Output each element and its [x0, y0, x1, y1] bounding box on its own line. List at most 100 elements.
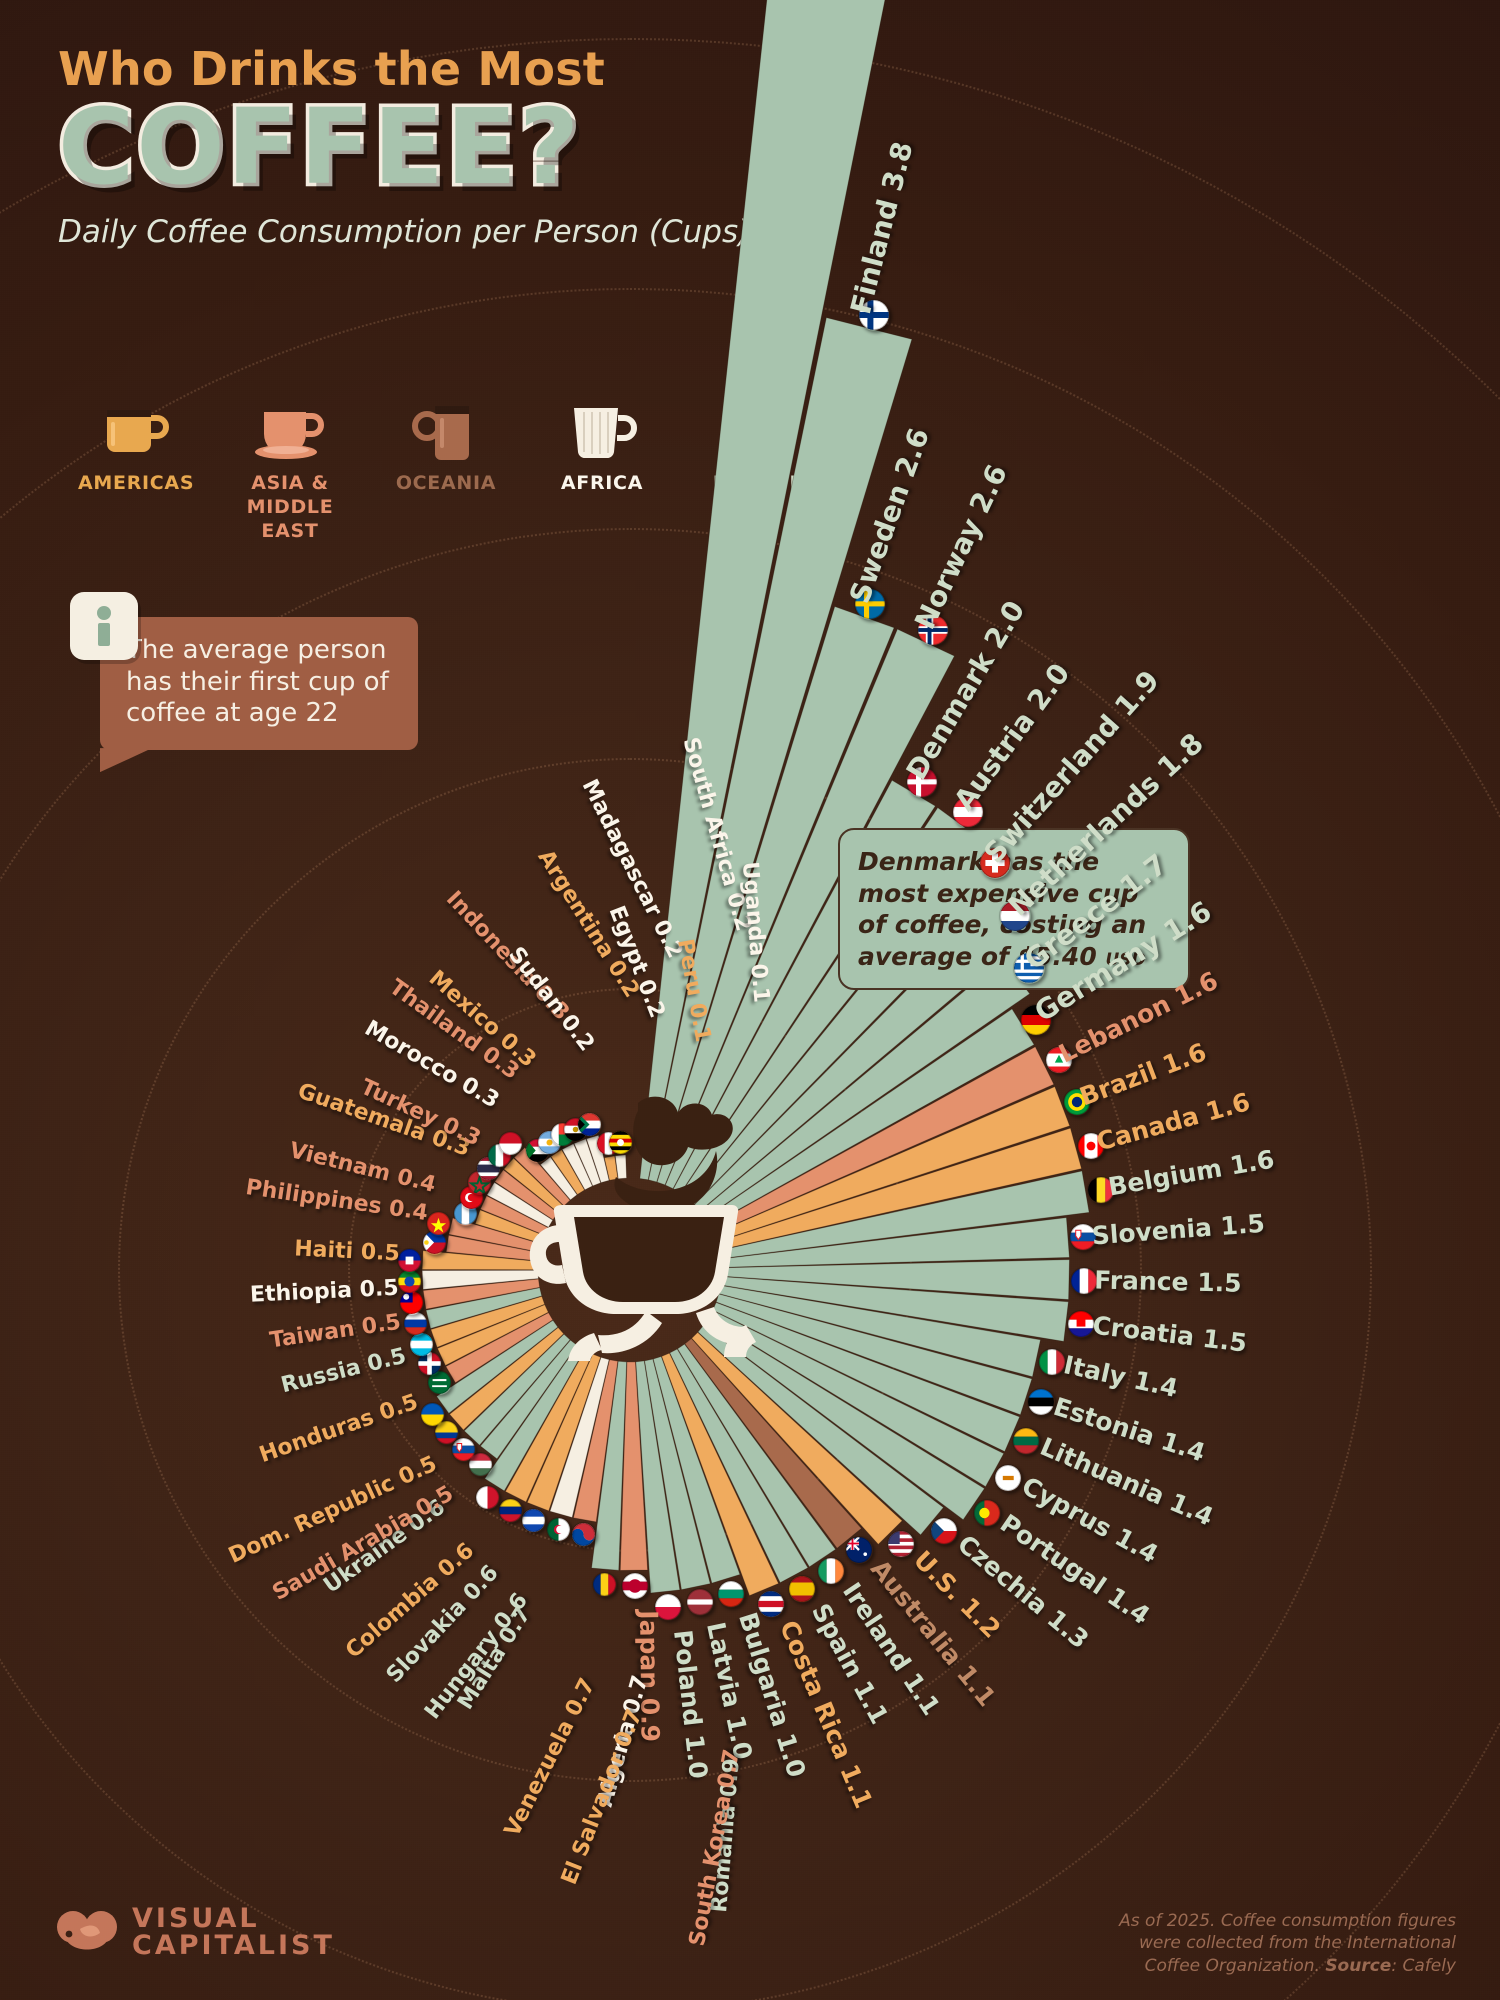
chart-wedge[interactable] — [684, 1337, 863, 1549]
striped-mug-icon — [546, 400, 658, 462]
chart-wedge[interactable] — [619, 1361, 648, 1571]
chart-wedge[interactable] — [436, 1319, 559, 1414]
country-flag-fr — [1070, 1266, 1099, 1295]
chart-wedge[interactable] — [550, 1149, 586, 1196]
country-flag-pl — [653, 1592, 682, 1621]
visual-capitalist-logo — [57, 1911, 117, 1950]
country-flag-es — [787, 1574, 816, 1603]
country-flag-pt — [972, 1499, 1001, 1528]
country-flag-lv — [685, 1587, 714, 1616]
country-flag-us — [887, 1529, 916, 1558]
chart-wedge[interactable] — [677, 1343, 837, 1568]
chart-wedge[interactable] — [591, 1360, 627, 1571]
chart-wedge[interactable] — [648, 317, 913, 1183]
legend-label: AMERICAS — [78, 472, 195, 494]
header: Who Drinks the Most COFFEE? Daily Coffee… — [55, 42, 818, 250]
chart-wedge[interactable] — [656, 605, 895, 1186]
chart-wedge[interactable] — [445, 1312, 554, 1384]
chart-wedge[interactable] — [715, 1293, 1033, 1416]
country-name: Haiti — [293, 1236, 362, 1265]
chart-wedge[interactable] — [513, 1146, 571, 1207]
page-title: COFFEE? — [55, 86, 583, 208]
country-value: 1.0 — [679, 1732, 714, 1780]
country-flag-de — [1020, 1004, 1053, 1037]
country-flag-ee — [1026, 1388, 1055, 1417]
chart-wedge[interactable] — [635, 1360, 681, 1594]
chart-wedge[interactable] — [526, 1353, 602, 1512]
country-flag-fi — [857, 298, 890, 331]
chart-wedge[interactable] — [549, 1356, 610, 1519]
legend-item-africa[interactable]: AFRICA — [546, 400, 658, 496]
country-flag-vn — [425, 1211, 451, 1237]
legend-item-asia-middle-east[interactable]: ASIA & MIDDLE EAST — [234, 400, 346, 543]
country-flag-do — [417, 1351, 443, 1377]
country-value: 1.5 — [1201, 1323, 1249, 1358]
country-flag-et — [396, 1269, 422, 1295]
chart-wedge[interactable] — [669, 1348, 809, 1584]
chart-wedge[interactable] — [449, 1326, 565, 1431]
source-note: As of 2025. Coffee consumption figures w… — [1026, 1910, 1456, 1977]
country-value: 0.5 — [360, 1239, 401, 1267]
chart-wedge[interactable] — [691, 1331, 903, 1545]
country-flag-br — [1062, 1088, 1091, 1117]
chart-wedge[interactable] — [430, 1295, 546, 1348]
legend-label: ASIA & MIDDLE EAST — [246, 472, 334, 542]
chart-wedge[interactable] — [425, 1287, 543, 1330]
info-callout-text: The average person has their first cup o… — [126, 635, 389, 729]
mug-icon — [78, 400, 190, 462]
page-kicker: Who Drinks the Most — [58, 42, 605, 96]
country-flag-ua — [419, 1401, 445, 1427]
chart-wedge[interactable] — [479, 1339, 578, 1460]
country-flag-hu — [468, 1452, 494, 1478]
country-flag-id — [498, 1130, 524, 1156]
chart-wedge[interactable] — [614, 1154, 627, 1180]
country-flag-lt — [1012, 1426, 1041, 1455]
country-flag-za — [577, 1111, 603, 1137]
country-flag-sv — [521, 1508, 547, 1534]
chart-wedge[interactable] — [422, 1278, 541, 1310]
source-label: Source — [1325, 1955, 1392, 1976]
legend-item-oceania[interactable]: OCEANIA — [390, 400, 502, 496]
chart-wedge[interactable] — [661, 1352, 780, 1597]
legend-item-americas[interactable]: AMERICAS — [78, 400, 195, 496]
country-value: 1.5 — [1219, 1208, 1267, 1241]
chart-wedge[interactable] — [539, 1156, 578, 1201]
country-name: France — [1094, 1265, 1198, 1297]
country-flag-ug — [607, 1129, 633, 1155]
source-line-3-pre: Coffee Organization. — [1144, 1955, 1326, 1976]
country-label[interactable]: France 1.5 — [1094, 1266, 1242, 1298]
source-line-3-post: : Cafely — [1391, 1955, 1456, 1976]
chart-wedge[interactable] — [639, 0, 890, 1181]
tall-mug-icon — [390, 400, 502, 462]
source-line-2: were collected from the International — [1139, 1933, 1456, 1954]
country-flag-si — [1069, 1223, 1098, 1252]
chart-wedge[interactable] — [561, 1143, 593, 1191]
country-flag-gr — [1012, 952, 1045, 985]
brand-line-1: VISUAL — [132, 1903, 260, 1934]
country-flag-hr — [1067, 1310, 1096, 1339]
chart-wedge[interactable] — [644, 1358, 711, 1591]
country-flag-co — [434, 1420, 460, 1446]
chart-wedge[interactable] — [697, 1325, 944, 1536]
country-flag-cz — [930, 1517, 959, 1546]
denmark-callout-currency: USD — [1105, 949, 1146, 970]
chart-wedge[interactable] — [573, 1138, 602, 1187]
chart-wedge[interactable] — [486, 1181, 554, 1228]
chart-wedge[interactable] — [652, 1356, 741, 1584]
chart-wedge[interactable] — [436, 1304, 549, 1367]
chart-wedge[interactable] — [603, 1155, 619, 1181]
country-flag-ca — [1076, 1131, 1105, 1160]
chart-wedge[interactable] — [664, 628, 955, 1190]
running-coffee-cup-illustration — [529, 1096, 756, 1361]
chart-wedge[interactable] — [572, 1359, 619, 1523]
country-flag-au — [845, 1536, 874, 1565]
country-value: 1.5 — [1197, 1267, 1243, 1298]
country-flag-dz — [545, 1516, 571, 1542]
brand-footer[interactable]: VISUAL CAPITALIST — [56, 1905, 335, 1959]
country-label[interactable]: Haiti 0.5 — [294, 1236, 401, 1266]
country-flag-ht — [396, 1247, 422, 1273]
country-flag-nl — [999, 899, 1032, 932]
country-flag-dk — [906, 765, 939, 798]
chart-wedge[interactable] — [463, 1333, 571, 1446]
